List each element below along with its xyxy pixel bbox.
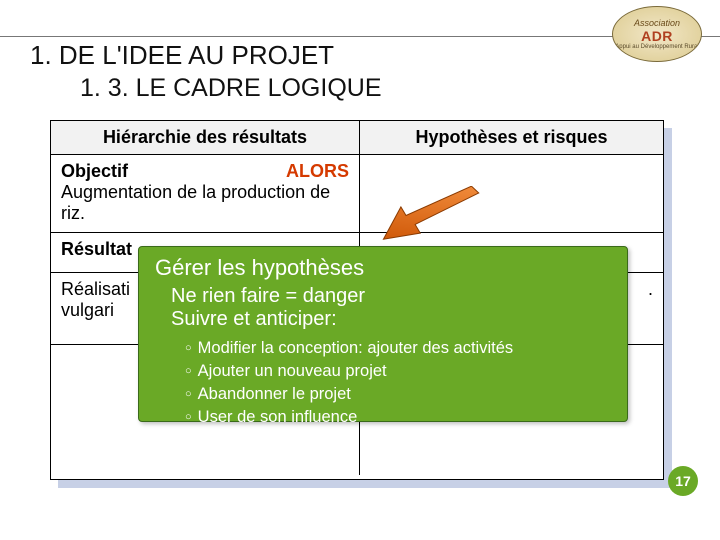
heading-1: 1. DE L'IDEE AU PROJET [30,40,334,71]
heading-2-prefix: 1. 3. L [80,74,150,102]
cell-left: Objectif ALORS Augmentation de la produc… [51,155,360,232]
header-left: Hiérarchie des résultats [51,121,360,154]
bullet-item: Ajouter un nouveau projet [185,360,611,383]
heading-2: 1. 3. LE CADRE LOGIQUE [80,74,382,103]
alors-text: ALORS [286,161,349,182]
header-right: Hypothèses et risques [360,121,663,154]
row-label: Objectif [61,161,128,182]
callout-bullets: Modifier la conception: ajouter des acti… [185,337,611,429]
logo-tagline: Appui au Développement Rural [615,44,698,50]
heading-2-smallcaps: E CADRE LOGIQUE [150,74,382,102]
cell-right [360,155,663,232]
callout-title: Gérer les hypothèses [155,255,611,281]
page-number: 17 [668,466,698,496]
logo-adr-text: ADR [641,28,673,44]
callout-line-a: Ne rien faire = danger [171,285,611,308]
row-label: Réalisati [61,279,130,299]
callout-box: Gérer les hypothèses Ne rien faire = dan… [138,246,628,422]
bullet-item: Abandonner le projet [185,383,611,406]
bullet-item: Modifier la conception: ajouter des acti… [185,337,611,360]
callout-line-b: Suivre et anticiper: [171,308,611,331]
table-header-row: Hiérarchie des résultats Hypothèses et r… [51,121,663,155]
slide: Association ADR Appui au Développement R… [0,0,720,540]
row-label: Résultat [61,239,132,259]
row-text: Augmentation de la production de riz. [61,182,330,223]
logo-association: Association [634,18,680,28]
table-row: Objectif ALORS Augmentation de la produc… [51,155,663,233]
logo-adr: Association ADR Appui au Développement R… [612,6,702,62]
row-text: vulgari [61,300,114,320]
bullet-item: User de son influence [185,406,611,429]
